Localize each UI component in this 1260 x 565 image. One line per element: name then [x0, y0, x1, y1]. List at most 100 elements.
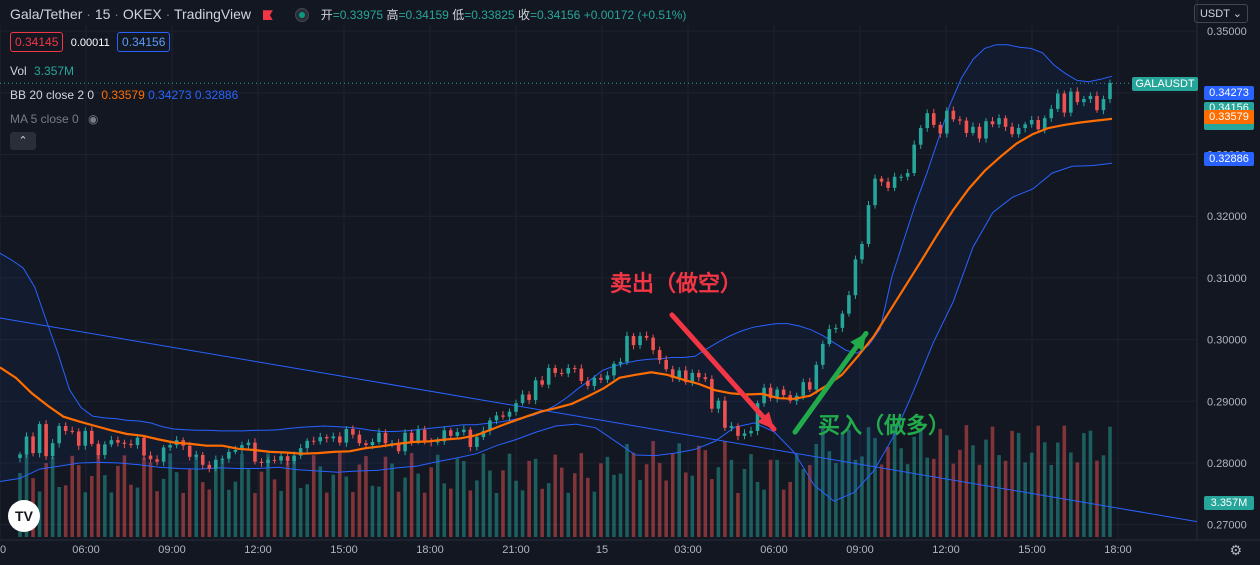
volume-bar	[247, 469, 251, 537]
candle-body	[984, 121, 988, 138]
volume-bar	[965, 425, 969, 537]
chart-header: Gala/Tether · 15 · OKEX · TradingView 开=…	[10, 6, 686, 23]
candle-body	[155, 459, 159, 461]
volume-bar	[880, 465, 884, 537]
volume-bar	[482, 454, 486, 537]
volume-bar	[1082, 433, 1086, 537]
volume-bar	[162, 479, 166, 537]
candle-body	[677, 370, 681, 377]
candle-body	[828, 329, 832, 344]
candle-body	[129, 444, 133, 445]
separator: ·	[166, 6, 171, 22]
gear-icon[interactable]: ⚙	[1229, 542, 1242, 559]
bb-lower-tag: 0.32886	[1204, 152, 1254, 166]
candle-body	[462, 430, 466, 432]
ma-legend[interactable]: MA 5 close 0 ◉	[10, 112, 99, 126]
bb-basis-value: 0.33579	[101, 88, 144, 102]
currency-dropdown[interactable]: USDT ⌄	[1194, 4, 1248, 23]
volume-bar	[1102, 455, 1106, 537]
candle-body	[149, 456, 153, 460]
volume-bar	[599, 463, 603, 537]
flag-icon[interactable]	[263, 10, 273, 20]
close-label: 收	[518, 8, 530, 22]
candle-body	[64, 426, 68, 431]
candle-body	[384, 433, 388, 443]
candle-body	[234, 450, 238, 452]
candle-body	[619, 362, 623, 364]
volume-bar	[325, 493, 329, 537]
candle-body	[971, 127, 975, 133]
volume-bar	[201, 482, 205, 537]
candle-body	[495, 415, 499, 420]
volume-bar	[540, 489, 544, 537]
volume-bar	[593, 492, 597, 537]
volume-bar	[925, 458, 929, 537]
volume-bar	[136, 488, 140, 537]
volume-bar	[762, 490, 766, 537]
buy-price-button[interactable]: 0.34156	[117, 32, 170, 52]
volume-bar	[299, 488, 303, 537]
sell-price-button[interactable]: 0.34145	[10, 32, 63, 52]
volume-bar	[318, 466, 322, 537]
volume-bar	[103, 475, 107, 537]
volume-bar	[606, 457, 610, 537]
volume-legend[interactable]: Vol 3.357M	[10, 64, 74, 78]
volume-bar	[416, 474, 420, 537]
candle-body	[854, 259, 858, 295]
candle-body	[664, 360, 668, 369]
volume-bar	[1063, 426, 1067, 537]
collapse-legend-button[interactable]: ⌃	[10, 132, 36, 150]
candle-body	[1056, 93, 1060, 108]
candle-body	[625, 336, 629, 362]
x-tick-label: 15	[596, 544, 608, 556]
volume-bar	[671, 454, 675, 537]
volume-bar	[919, 428, 923, 537]
volume-bar	[612, 475, 616, 537]
candle-body	[632, 336, 636, 345]
y-tick-label: 0.28000	[1207, 458, 1247, 470]
candle-body	[286, 456, 290, 461]
candle-body	[1043, 118, 1047, 129]
candle-body	[345, 429, 349, 443]
symbol-title[interactable]: Gala/Tether	[10, 6, 82, 22]
volume-bar	[697, 446, 701, 537]
volume-bar	[749, 454, 753, 537]
candle-body	[521, 395, 525, 404]
volume-bar	[775, 460, 779, 537]
volume-bar	[77, 465, 81, 537]
candle-body	[18, 454, 22, 458]
volume-bar	[586, 478, 590, 537]
x-tick-label: 12:00	[244, 544, 272, 556]
x-tick-label: 09:00	[846, 544, 874, 556]
volume-bar	[658, 463, 662, 537]
candle-body	[560, 373, 564, 374]
candle-body	[697, 373, 701, 377]
volume-bar	[456, 459, 460, 537]
candle-body	[351, 429, 355, 435]
tradingview-logo[interactable]: TV	[8, 500, 40, 532]
volume-label: Vol	[10, 64, 27, 78]
candle-body	[253, 443, 257, 462]
sell-annotation: 卖出（做空）	[610, 266, 742, 298]
volume-bar	[527, 461, 531, 537]
y-tick-label: 0.30000	[1207, 335, 1247, 347]
volume-tag: 3.357M	[1204, 496, 1254, 510]
volume-bar	[488, 471, 492, 537]
bb-legend[interactable]: BB 20 close 2 0 0.33579 0.34273 0.32886	[10, 88, 238, 102]
x-tick-label: 21:00	[502, 544, 530, 556]
candle-body	[1089, 96, 1093, 99]
low-label: 低	[452, 8, 464, 22]
volume-bar	[403, 478, 407, 537]
eye-hidden-icon[interactable]: ◉	[88, 112, 98, 126]
interval[interactable]: 15	[95, 6, 111, 22]
volume-bar	[469, 490, 473, 537]
volume-bar	[534, 459, 538, 537]
volume-bar	[560, 468, 564, 537]
volume-bar	[632, 453, 636, 537]
candle-body	[70, 431, 74, 432]
volume-bar	[1023, 462, 1027, 537]
volume-bar	[795, 454, 799, 537]
market-status-icon	[295, 8, 309, 22]
volume-bar	[286, 462, 290, 537]
volume-bar	[788, 482, 792, 537]
